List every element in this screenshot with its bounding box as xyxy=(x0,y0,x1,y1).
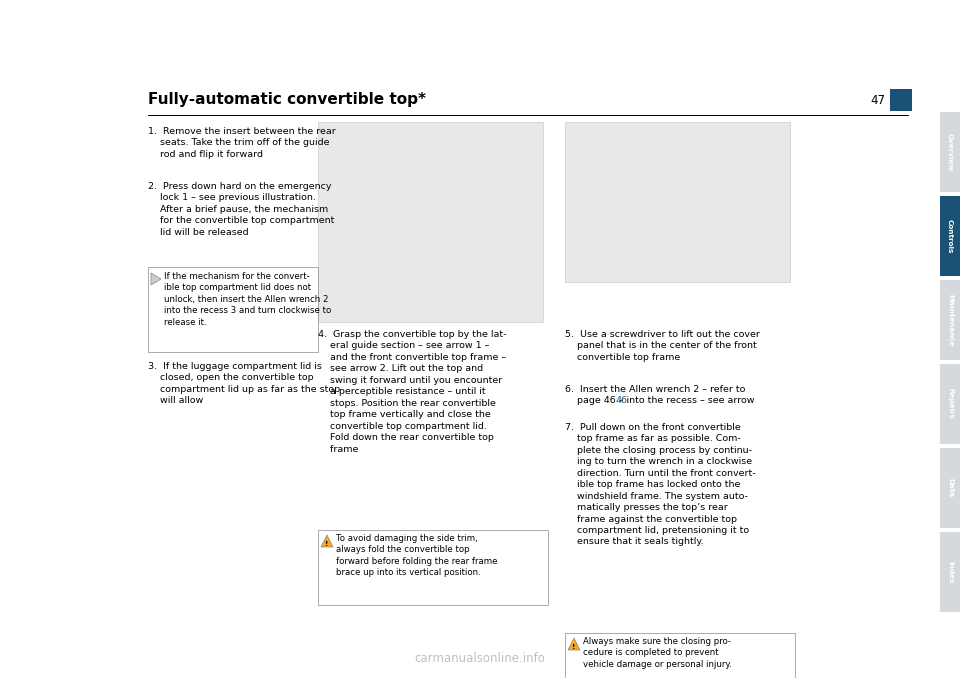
Bar xyxy=(940,532,960,612)
Bar xyxy=(940,280,960,360)
Text: Controls: Controls xyxy=(947,219,953,253)
Text: Repairs: Repairs xyxy=(947,388,953,420)
Text: 47: 47 xyxy=(870,94,885,106)
Bar xyxy=(318,530,548,605)
Text: !: ! xyxy=(572,644,576,650)
Text: 6.  Insert the Allen wrench 2 – refer to
    page 46 – into the recess – see arr: 6. Insert the Allen wrench 2 – refer to … xyxy=(565,385,755,405)
Bar xyxy=(940,448,960,528)
Text: Fully-automatic convertible top*: Fully-automatic convertible top* xyxy=(148,92,426,107)
Bar xyxy=(890,89,912,111)
Text: carmanualsonline.info: carmanualsonline.info xyxy=(415,652,545,664)
Bar xyxy=(318,122,543,322)
Polygon shape xyxy=(151,273,161,285)
Text: 5.  Use a screwdriver to lift out the cover
    panel that is in the center of t: 5. Use a screwdriver to lift out the cov… xyxy=(565,330,760,362)
Text: Data: Data xyxy=(947,479,953,498)
Polygon shape xyxy=(321,535,333,547)
Text: 46: 46 xyxy=(616,396,628,405)
Text: Overview: Overview xyxy=(947,133,953,171)
Text: 2.  Press down hard on the emergency
    lock 1 – see previous illustration.
   : 2. Press down hard on the emergency lock… xyxy=(148,182,334,237)
Text: Always make sure the closing pro-
cedure is completed to prevent
vehicle damage : Always make sure the closing pro- cedure… xyxy=(583,637,732,669)
Bar xyxy=(148,267,318,352)
Text: Maintenance: Maintenance xyxy=(947,294,953,346)
Bar xyxy=(565,122,790,282)
Text: If the mechanism for the convert-
ible top compartment lid does not
unlock, then: If the mechanism for the convert- ible t… xyxy=(164,272,331,327)
Text: !: ! xyxy=(325,541,328,547)
Text: Index: Index xyxy=(947,561,953,583)
Text: To avoid damaging the side trim,
always fold the convertible top
forward before : To avoid damaging the side trim, always … xyxy=(336,534,497,578)
Text: 4.  Grasp the convertible top by the lat-
    eral guide section – see arrow 1 –: 4. Grasp the convertible top by the lat-… xyxy=(318,330,507,454)
Text: 1.  Remove the insert between the rear
    seats. Take the trim off of the guide: 1. Remove the insert between the rear se… xyxy=(148,127,336,159)
Text: 3.  If the luggage compartment lid is
    closed, open the convertible top
    c: 3. If the luggage compartment lid is clo… xyxy=(148,362,340,405)
Bar xyxy=(940,112,960,192)
Bar xyxy=(940,364,960,444)
Text: 7.  Pull down on the front convertible
    top frame as far as possible. Com-
  : 7. Pull down on the front convertible to… xyxy=(565,423,756,546)
Bar xyxy=(565,633,795,678)
Polygon shape xyxy=(568,638,580,650)
Bar xyxy=(940,196,960,276)
